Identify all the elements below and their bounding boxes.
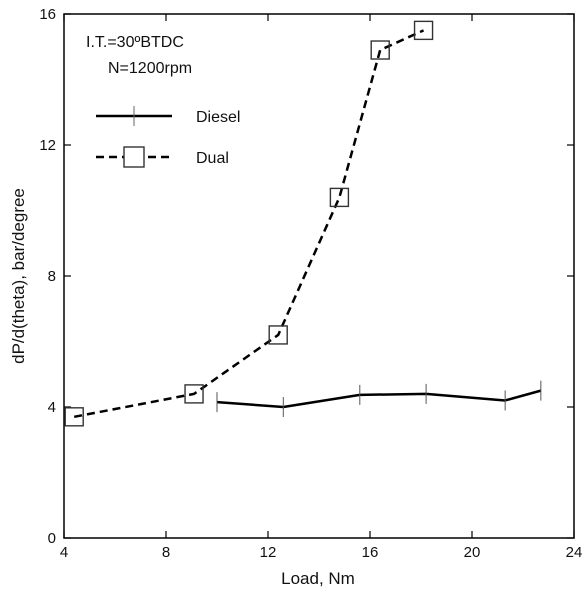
annotation-speed: N=1200rpm [108,60,192,77]
data-point-dual [64,407,84,427]
y-tick-label: 16 [39,6,56,23]
series-layer [64,20,542,427]
y-axis-label: dP/d(theta), bar/degree [9,188,28,364]
x-tick-label: 16 [362,544,379,561]
legend-dual-marker [123,146,145,168]
y-tick-label: 4 [48,399,56,416]
series-diesel [216,380,542,417]
x-tick-label: 24 [566,544,583,561]
legend-dual-label: Dual [196,150,229,167]
data-point-dual [184,384,204,404]
series-line-dual [73,29,425,419]
data-point-dual [268,325,288,345]
x-tick-label: 20 [464,544,481,561]
plot-frame [63,13,575,539]
x-axis-label: Load, Nm [281,569,355,588]
series-dual [64,20,434,427]
data-point-dual [413,20,434,41]
legend-diesel-label: Diesel [196,109,240,126]
legend: Diesel Dual [96,106,240,168]
data-point-dual [370,40,390,60]
axes [63,13,575,539]
y-tick-label: 12 [39,137,56,154]
x-tick-label: 12 [260,544,277,561]
x-tick-label: 4 [60,544,68,561]
y-tick-label: 8 [48,268,56,285]
series-line-diesel [216,389,542,409]
x-tick-label: 8 [162,544,170,561]
data-point-dual [329,187,350,208]
y-tick-label: 0 [48,530,56,547]
annotation-ignition-timing: I.T.=30ºBTDC [86,34,184,51]
